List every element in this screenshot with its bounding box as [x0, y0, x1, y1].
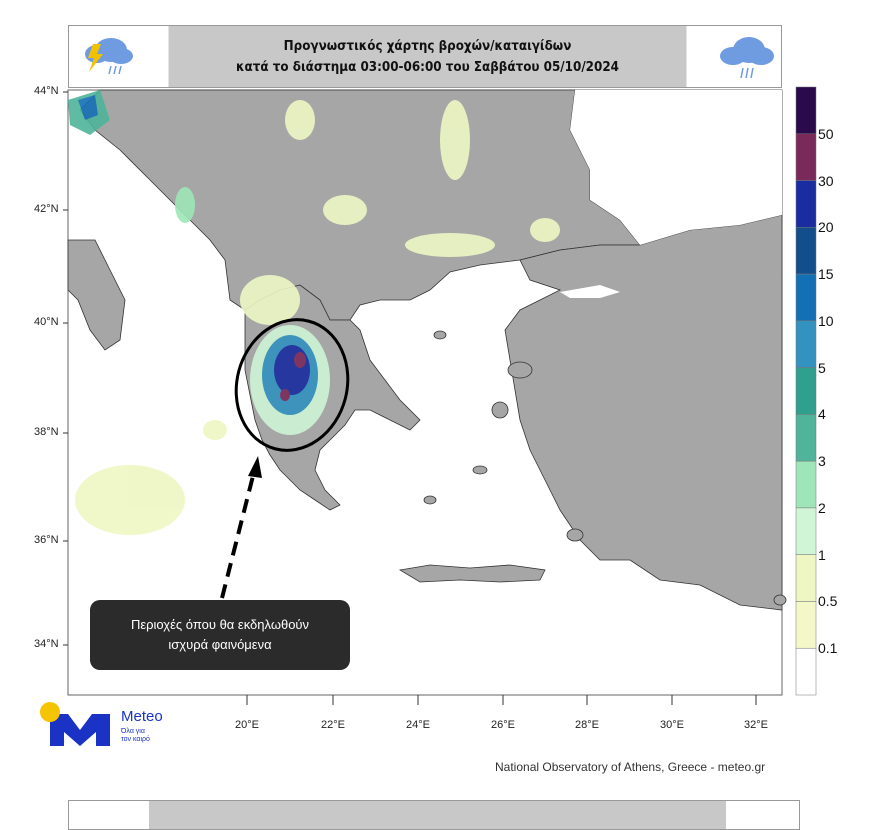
credit-text: National Observatory of Athens, Greece -… [495, 760, 766, 774]
callout-line-2: ισχυρά φαινόμενα [168, 637, 272, 652]
crete-island [398, 564, 546, 583]
highlight-ellipse [234, 318, 350, 452]
colorbar-label: 0.1 [818, 640, 838, 657]
colorbar-label: 2 [818, 499, 826, 516]
lon-label: 22°E [321, 719, 345, 731]
lon-label: 24°E [406, 719, 430, 731]
lon-label: 30°E [660, 719, 684, 731]
lat-label: 36°N [34, 534, 59, 546]
lon-label: 26°E [491, 719, 515, 731]
title-line-1: Προγνωστικός χάρτης βροχών/καταιγίδων [283, 38, 572, 54]
annotation-callout: Περιοχές όπου θα εκδηλωθούν ισχυρά φαινό… [90, 600, 350, 670]
colorbar-label: 1 [818, 546, 826, 563]
lesvos-island [507, 361, 533, 379]
colorbar-label: 10 [818, 312, 834, 329]
colorbar-label: 0.5 [818, 593, 838, 610]
thunderstorm-cloud-icon [85, 38, 133, 75]
colorbar-label: 15 [818, 266, 834, 283]
italy-land [67, 239, 126, 351]
title-text-panel: Προγνωστικός χάρτης βροχών/καταιγίδων κα… [168, 26, 687, 87]
colorbar-label: 20 [818, 219, 834, 236]
arrow-head-icon [248, 456, 262, 478]
meteo-logo: Meteo Όλα για τον καιρό [38, 700, 188, 750]
title-line-2: κατά το διάστημα 03:00-06:00 του Σαββάτο… [236, 59, 619, 75]
colorbar-label: 4 [818, 406, 826, 423]
lat-label: 38°N [34, 426, 59, 438]
colorbar-segment [795, 180, 817, 228]
colorbar-segment [795, 647, 817, 696]
lat-label: 44°N [34, 85, 59, 97]
colorbar-segment [795, 367, 817, 415]
precipitation-areas [68, 90, 560, 535]
lat-label: 42°N [34, 203, 59, 215]
colorbar-label: 5 [818, 359, 826, 376]
colorbar-segment [795, 320, 817, 368]
turkey-land [504, 214, 783, 611]
colorbar-segment [795, 460, 817, 509]
colorbar-segment [795, 227, 817, 275]
lon-label: 28°E [575, 719, 599, 731]
colorbar-segment [795, 507, 817, 555]
colorbar-segment [795, 133, 817, 181]
colorbar-segment [795, 414, 817, 462]
lon-label: 20°E [235, 719, 259, 731]
logo-name: Meteo [121, 708, 163, 725]
colorbar-label: 50 [818, 125, 834, 142]
axis-ticks [63, 91, 757, 705]
chios-island [491, 401, 509, 419]
colorbar-segment [795, 86, 817, 135]
lat-label: 40°N [34, 316, 59, 328]
lon-label: 32°E [744, 719, 768, 731]
logo-tagline: Όλα για τον καιρό [121, 728, 150, 744]
meteo-logo-icon [40, 702, 110, 746]
colorbar-label: 30 [818, 172, 834, 189]
black-sea [570, 90, 782, 245]
rain-cloud-icon [720, 37, 774, 79]
next-map-panel [68, 800, 800, 830]
colorbar-segment [795, 601, 817, 649]
logo-tagline-2: τον καιρό [121, 736, 150, 743]
rain-forecast-map [63, 86, 817, 705]
map-title-box: Προγνωστικός χάρτης βροχών/καταιγίδων κα… [68, 25, 782, 88]
colorbar [795, 86, 817, 696]
marmara-sea [560, 285, 620, 298]
colorbar-label: 3 [818, 453, 826, 470]
logo-tagline-1: Όλα για [121, 728, 145, 735]
colorbar-segment [795, 273, 817, 322]
callout-line-1: Περιοχές όπου θα εκδηλωθούν [130, 617, 310, 632]
lat-label: 34°N [34, 638, 59, 650]
colorbar-segment [795, 554, 817, 602]
